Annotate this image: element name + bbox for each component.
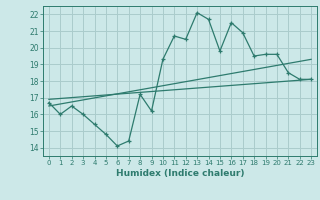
X-axis label: Humidex (Indice chaleur): Humidex (Indice chaleur) <box>116 169 244 178</box>
